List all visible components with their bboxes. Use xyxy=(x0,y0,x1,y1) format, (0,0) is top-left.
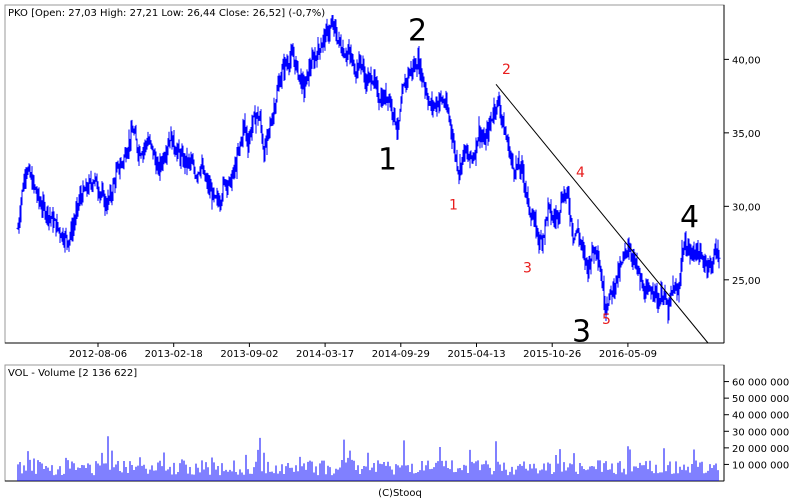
volume-y-tick-label: 20 000 000 xyxy=(732,444,789,455)
volume-y-tick-label: 50 000 000 xyxy=(732,394,789,405)
price-x-tick-label: 2012-08-06 xyxy=(69,349,127,360)
price-x-tick-label: 2016-05-09 xyxy=(599,349,657,360)
price-x-tick-label: 2014-03-17 xyxy=(296,349,354,360)
wave-label-minor: 4 xyxy=(576,165,585,181)
copyright-text: (C)Stooq xyxy=(378,488,422,499)
wave-label-major: 2 xyxy=(408,13,427,48)
wave-label-minor: 1 xyxy=(449,197,458,213)
price-bars xyxy=(16,15,721,324)
volume-chart-title: VOL - Volume [2 136 622] xyxy=(8,368,137,379)
price-x-tick-label: 2015-10-26 xyxy=(523,349,581,360)
price-x-tick-label: 2014-09-29 xyxy=(372,349,430,360)
price-y-tick-label: 35,00 xyxy=(732,129,761,140)
price-y-tick-label: 30,00 xyxy=(732,202,761,213)
wave-label-major: 3 xyxy=(572,315,591,350)
wave-label-minor: 3 xyxy=(523,260,532,276)
price-chart-title: PKO [Open: 27,03 High: 27,21 Low: 26,44 … xyxy=(8,8,325,19)
price-x-ticks: 2012-08-06 2013-02-18 2013-09-02 2014-03-17… xyxy=(69,343,657,360)
price-x-tick-label: 2013-09-02 xyxy=(220,349,278,360)
wave-label-minor: 2 xyxy=(502,62,511,78)
volume-y-tick-label: 30 000 000 xyxy=(732,427,789,438)
volume-y-tick-label: 10 000 000 xyxy=(732,460,789,471)
wave-label-minor: 5 xyxy=(602,312,611,328)
wave-label-major: 1 xyxy=(378,143,397,178)
volume-y-ticks: 10 000 000 20 000 000 30 000 000 40 000 000… xyxy=(724,378,789,471)
trend-line xyxy=(495,84,709,344)
volume-y-tick-label: 60 000 000 xyxy=(732,378,789,389)
volume-y-tick-label: 40 000 000 xyxy=(732,411,789,422)
volume-bars xyxy=(17,436,719,481)
price-y-tick-label: 25,00 xyxy=(732,276,761,287)
price-x-tick-label: 2015-04-13 xyxy=(447,349,505,360)
price-x-tick-label: 2013-02-18 xyxy=(145,349,203,360)
price-y-tick-label: 40,00 xyxy=(732,55,761,66)
price-y-ticks: 25,00 30,00 35,00 40,00 xyxy=(724,55,761,287)
wave-label-major: 4 xyxy=(680,200,699,235)
